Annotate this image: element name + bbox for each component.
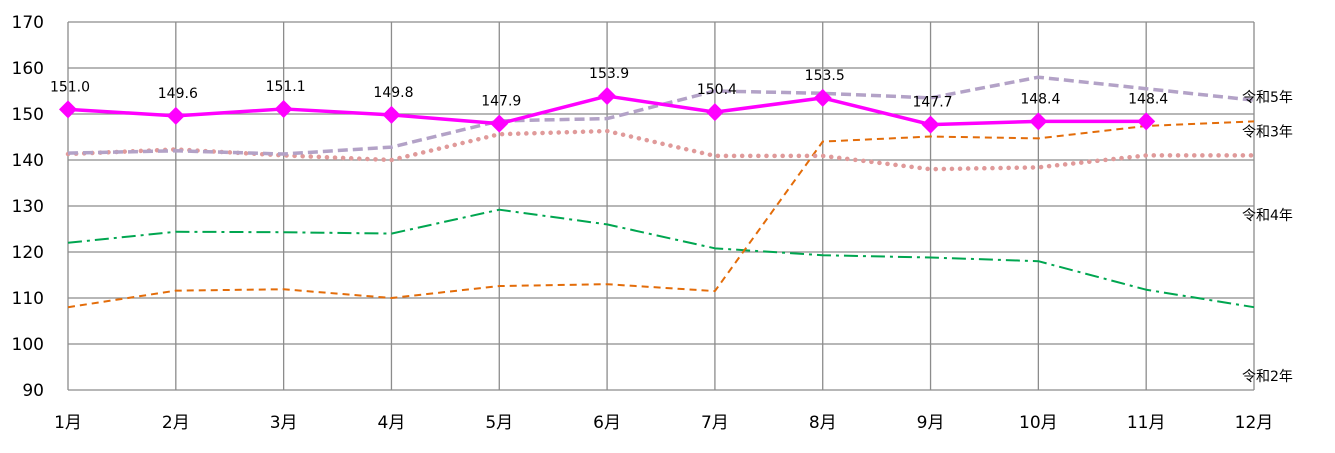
- x-tick-label: 3月: [270, 413, 298, 433]
- data-label: 147.7: [912, 95, 952, 111]
- data-label: 148.4: [1020, 91, 1060, 107]
- data-label: 149.8: [373, 85, 413, 101]
- data-point-marker: [813, 88, 832, 107]
- y-tick-label: 170: [12, 13, 44, 33]
- y-tick-label: 110: [12, 289, 44, 309]
- series-line: [65, 128, 1257, 172]
- series-令和2年: [67, 208, 1255, 309]
- series-end-label: 令和2年: [1242, 369, 1293, 385]
- series-line: [67, 75, 1255, 156]
- x-tick-label: 12月: [1235, 413, 1274, 433]
- series-main: 151.0 149.6 151.1 149.8 147.9 153.9 150.4 153.5…: [50, 66, 1168, 134]
- y-axis: 90 100 110 120 130 140 150 160 170: [12, 13, 44, 401]
- x-tick-label: 6月: [593, 413, 621, 433]
- data-label: 153.9: [589, 66, 629, 82]
- y-tick-label: 90: [22, 381, 44, 401]
- x-tick-label: 11月: [1127, 413, 1166, 433]
- x-tick-label: 2月: [162, 413, 190, 433]
- x-tick-label: 4月: [378, 413, 406, 433]
- data-point-marker: [705, 103, 724, 122]
- y-tick-label: 140: [12, 151, 44, 171]
- x-tick-label: 10月: [1019, 413, 1058, 433]
- y-tick-label: 150: [12, 105, 44, 125]
- data-label: 151.0: [50, 79, 90, 95]
- y-tick-label: 130: [12, 197, 44, 217]
- data-point-marker: [1137, 112, 1156, 131]
- data-label: 148.4: [1128, 91, 1168, 107]
- x-tick-label: 7月: [701, 413, 729, 433]
- data-label: 149.6: [158, 86, 198, 102]
- data-label: 153.5: [805, 68, 845, 84]
- data-point-marker: [1029, 112, 1048, 131]
- data-label: 151.1: [266, 79, 306, 95]
- data-point-marker: [274, 99, 293, 118]
- grid: [67, 21, 1255, 391]
- x-axis: 1月 2月 3月 4月 5月 6月 7月 8月 9月 10月 11月 12月: [54, 413, 1273, 433]
- series-令和3年: [67, 120, 1255, 309]
- series-line: [67, 208, 1255, 309]
- y-tick-label: 160: [12, 59, 44, 79]
- data-point-marker: [598, 87, 617, 106]
- x-tick-label: 5月: [485, 413, 513, 433]
- y-tick-label: 120: [12, 243, 44, 263]
- series-令和4年: [65, 128, 1257, 172]
- series-end-label: 令和5年: [1242, 90, 1293, 106]
- data-point-marker: [166, 106, 185, 125]
- x-tick-label: 1月: [54, 413, 82, 433]
- x-tick-label: 9月: [917, 413, 945, 433]
- data-point-marker: [59, 100, 77, 119]
- y-tick-label: 100: [12, 335, 44, 355]
- data-point-marker: [921, 115, 940, 134]
- series-line: [67, 120, 1255, 309]
- data-point-marker: [382, 105, 401, 124]
- data-point-marker: [490, 114, 509, 133]
- series-令和5年: [67, 75, 1255, 156]
- data-label: 150.4: [697, 82, 737, 98]
- series-end-label: 令和4年: [1242, 208, 1293, 224]
- x-tick-label: 8月: [809, 413, 837, 433]
- data-label: 147.9: [481, 94, 521, 110]
- series-end-label: 令和3年: [1242, 124, 1293, 140]
